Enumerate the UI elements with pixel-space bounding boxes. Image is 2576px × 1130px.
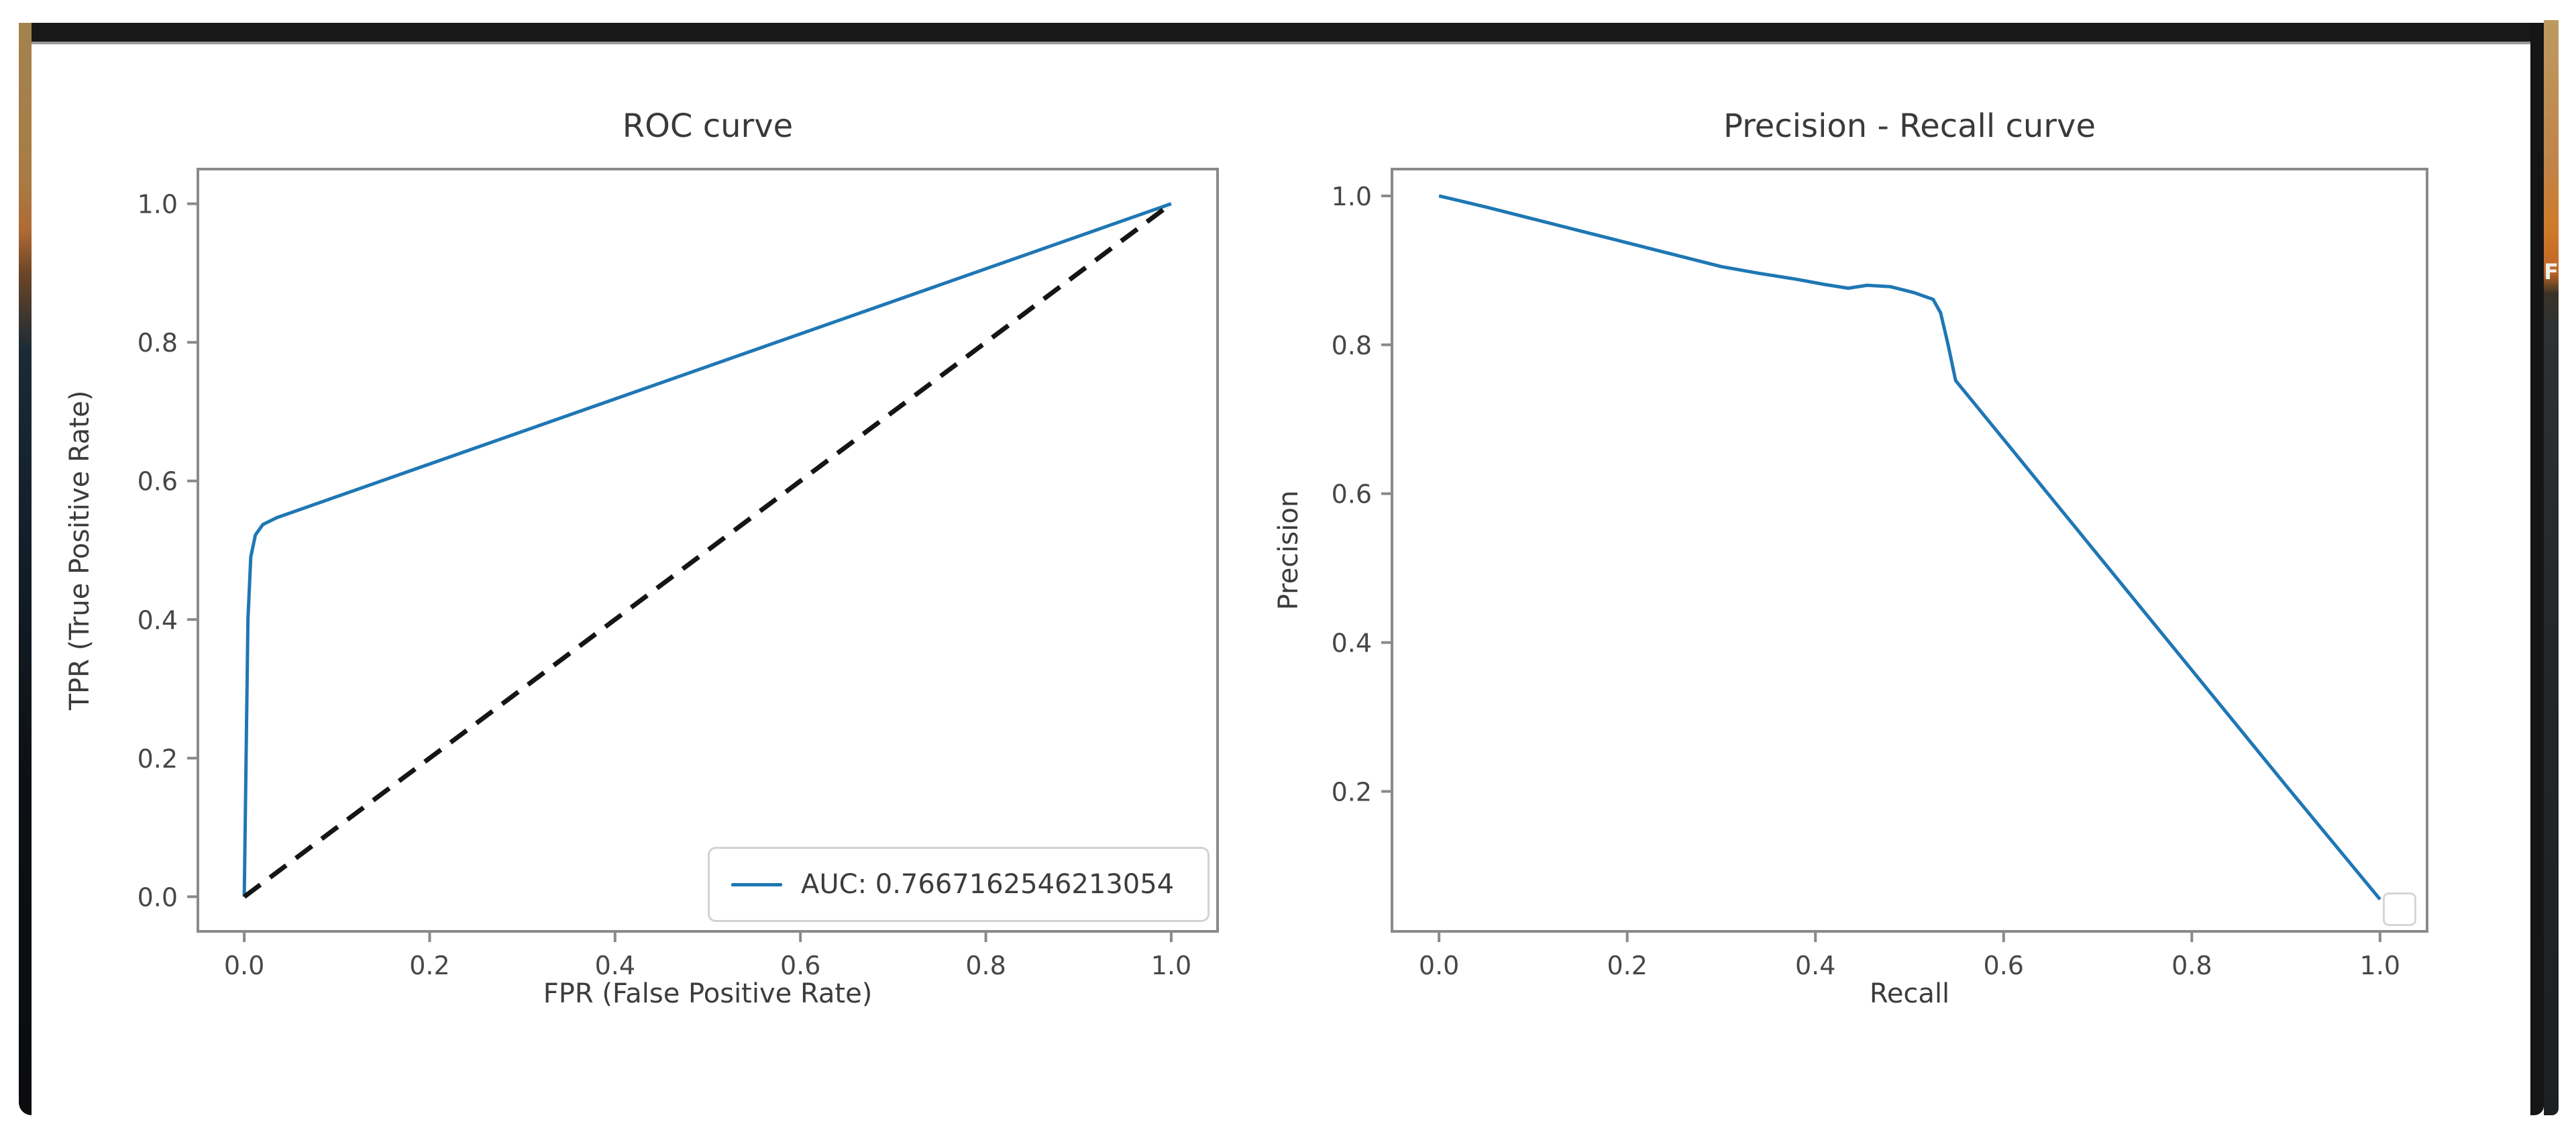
roc-legend-auc-label: AUC: 0.7667162546213054 [801,869,1175,900]
roc-xaxis-label: FPR (False Positive Rate) [543,978,873,1009]
svg-text:0.2: 0.2 [1332,777,1372,807]
pr-empty-legend [2383,892,2416,926]
svg-text:0.6: 0.6 [780,951,820,980]
svg-text:0.8: 0.8 [2171,951,2212,980]
svg-text:0.0: 0.0 [138,882,178,912]
pr-xaxis-label: Recall [1869,978,1950,1009]
svg-text:0.4: 0.4 [595,951,635,980]
svg-text:0.2: 0.2 [1607,951,1647,980]
desktop-edge-right: F [2544,20,2559,1115]
svg-text:0.2: 0.2 [409,951,449,980]
roc-plot-title: ROC curve [622,107,794,145]
svg-text:1.0: 1.0 [1151,951,1191,980]
svg-text:0.4: 0.4 [1332,629,1372,658]
svg-text:1.0: 1.0 [2360,951,2400,980]
window-border-right [2530,23,2544,1115]
svg-text:0.2: 0.2 [138,744,178,774]
roc-axes: 0.0 0.2 0.4 0.6 0.8 1.0 0.0 0.2 0.4 0.6 0.8 1.0 [138,168,1219,980]
svg-text:0.8: 0.8 [965,951,1006,980]
svg-text:0.4: 0.4 [1795,951,1835,980]
svg-text:1.0: 1.0 [138,190,178,219]
svg-text:0.6: 0.6 [1332,480,1372,509]
svg-text:0.6: 0.6 [138,467,178,497]
pr-plot-title: Precision - Recall curve [1723,107,2096,145]
roc-yaxis-label: TPR (True Positive Rate) [64,390,95,711]
desktop-edge-left [19,23,32,1115]
svg-text:0.8: 0.8 [138,328,178,358]
window-top-bar [19,23,2542,44]
svg-text:0.0: 0.0 [224,951,264,980]
pr-yaxis-label: Precision [1273,490,1304,611]
svg-text:0.0: 0.0 [1419,951,1459,980]
pr-axes: 0.0 0.2 0.4 0.6 0.8 1.0 0.2 0.4 0.6 0.8 1.0 [1332,168,2428,980]
svg-text:1.0: 1.0 [1332,182,1372,211]
roc-legend: AUC: 0.7667162546213054 [708,847,1210,922]
svg-text:0.4: 0.4 [138,605,178,635]
svg-text:0.8: 0.8 [1332,331,1372,360]
svg-text:0.6: 0.6 [1984,951,2024,980]
wallpaper-partial-glyph: F [2544,259,2559,285]
roc-legend-line-sample [731,882,782,886]
